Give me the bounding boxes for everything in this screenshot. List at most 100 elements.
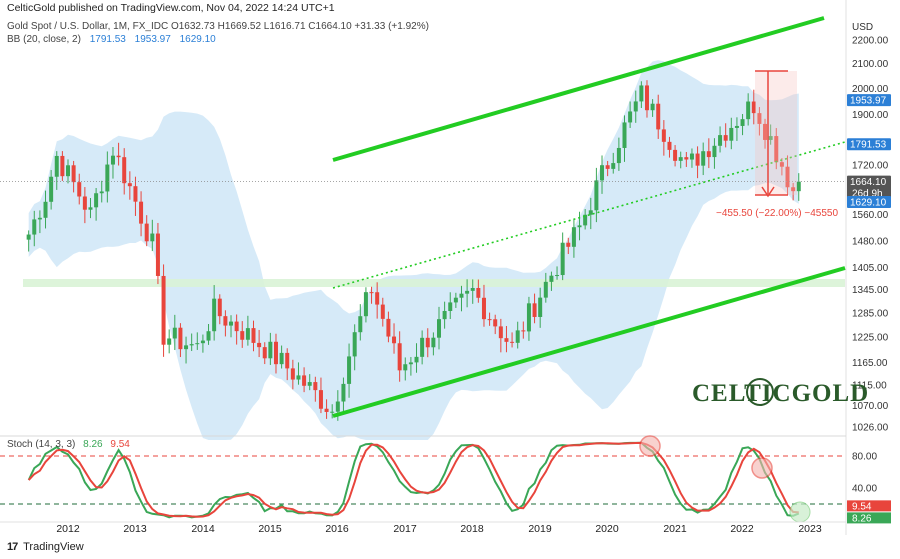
candle-body bbox=[240, 331, 245, 340]
candle bbox=[510, 332, 515, 348]
candle bbox=[684, 151, 689, 167]
candle bbox=[105, 151, 110, 203]
candle-body bbox=[184, 345, 189, 350]
stoch-legend-label: Stoch (14, 3, 3) bbox=[7, 439, 76, 450]
candle-body bbox=[515, 330, 520, 343]
channel-lower-line bbox=[332, 266, 846, 418]
tradingview-logo-icon: 17 bbox=[7, 541, 18, 553]
stoch-level-label: 40.00 bbox=[852, 484, 877, 495]
candle bbox=[32, 210, 37, 247]
candle-body bbox=[751, 101, 756, 114]
candle bbox=[403, 357, 408, 381]
candle bbox=[566, 237, 571, 255]
candle bbox=[577, 211, 582, 241]
candle-body bbox=[673, 149, 678, 161]
bb-lower-value: 1629.10 bbox=[179, 34, 216, 45]
bollinger-band bbox=[28, 60, 799, 441]
candle bbox=[706, 138, 711, 169]
candle-body bbox=[661, 129, 666, 142]
candle bbox=[71, 160, 76, 193]
candle bbox=[459, 285, 464, 312]
candle-body bbox=[77, 182, 82, 197]
candle-body bbox=[448, 302, 453, 311]
candle bbox=[431, 332, 436, 356]
candle-body bbox=[32, 219, 37, 235]
symbol-legend[interactable]: Gold Spot / U.S. Dollar, 1M, FX_IDC O163… bbox=[7, 21, 429, 32]
candle-body bbox=[172, 327, 177, 339]
time-tick-label: 2023 bbox=[798, 523, 822, 535]
candle bbox=[639, 81, 644, 109]
candle bbox=[622, 115, 627, 162]
stoch-k-tag-label: 8.26 bbox=[852, 513, 872, 524]
candle bbox=[347, 343, 352, 398]
candle-body bbox=[352, 332, 357, 357]
channel-mid-line bbox=[332, 141, 846, 289]
time-tick-label: 2012 bbox=[56, 523, 80, 535]
price-tick-label: 1405.00 bbox=[852, 263, 889, 274]
candle-body bbox=[757, 113, 762, 124]
candle-body bbox=[178, 327, 183, 350]
candle-body bbox=[481, 297, 486, 320]
price-tag-bb_basis bbox=[847, 138, 891, 151]
candle bbox=[363, 287, 368, 323]
candle-body bbox=[656, 103, 661, 130]
candle-body bbox=[363, 292, 368, 317]
candle-body bbox=[189, 344, 194, 346]
candle bbox=[94, 187, 99, 221]
candle-body bbox=[532, 303, 537, 317]
candle-body bbox=[437, 319, 441, 338]
candle bbox=[408, 357, 413, 376]
candle-body bbox=[791, 187, 796, 192]
candle bbox=[712, 138, 717, 169]
candle-body bbox=[251, 328, 256, 343]
candle bbox=[571, 218, 576, 258]
candle bbox=[701, 142, 706, 176]
candle bbox=[538, 287, 543, 328]
candle-body bbox=[105, 164, 110, 192]
support-zone bbox=[23, 279, 845, 287]
candle bbox=[785, 155, 790, 195]
candle bbox=[223, 310, 228, 337]
price-tick-label: 2000.00 bbox=[852, 84, 889, 95]
candle bbox=[493, 314, 498, 335]
candle-body bbox=[729, 127, 734, 141]
candle bbox=[757, 107, 762, 136]
candle bbox=[375, 282, 380, 319]
candle-body bbox=[566, 242, 571, 247]
candle-body bbox=[302, 375, 307, 386]
candle-body bbox=[133, 186, 138, 202]
candle bbox=[184, 336, 189, 364]
candle bbox=[352, 324, 357, 371]
price-tag-bb_upper bbox=[847, 94, 891, 107]
candle bbox=[661, 120, 666, 156]
candle-body bbox=[521, 330, 526, 332]
stoch-legend[interactable]: Stoch (14, 3, 3) 8.26 9.54 bbox=[7, 439, 130, 450]
candle bbox=[217, 294, 222, 325]
candle-body bbox=[600, 165, 605, 181]
candle bbox=[723, 123, 728, 148]
candle-body bbox=[116, 155, 121, 158]
candle-body bbox=[796, 181, 801, 192]
tradingview-footer[interactable]: 17 TradingView bbox=[7, 541, 84, 553]
candle-body bbox=[26, 234, 31, 240]
candle-body bbox=[88, 207, 93, 210]
candle-body bbox=[470, 287, 475, 291]
stoch-d-tag-label: 9.54 bbox=[852, 501, 872, 512]
candle-body bbox=[538, 297, 543, 317]
candle bbox=[139, 191, 144, 237]
candle bbox=[99, 180, 104, 203]
candle-body bbox=[571, 227, 576, 247]
candle bbox=[633, 90, 638, 123]
bb-upper-value: 1953.97 bbox=[134, 34, 171, 45]
candle-body bbox=[712, 145, 717, 158]
candle-body bbox=[639, 85, 644, 102]
candle-body bbox=[380, 304, 385, 319]
candle bbox=[555, 266, 560, 280]
candle bbox=[763, 118, 768, 149]
candle-body bbox=[206, 331, 211, 341]
candle-body bbox=[71, 165, 76, 183]
candle-body bbox=[223, 316, 228, 326]
bb-legend[interactable]: BB (20, close, 2) 1791.53 1953.97 1629.1… bbox=[7, 34, 216, 45]
price-tick-label: 1115.00 bbox=[852, 380, 887, 391]
candle bbox=[313, 376, 318, 402]
